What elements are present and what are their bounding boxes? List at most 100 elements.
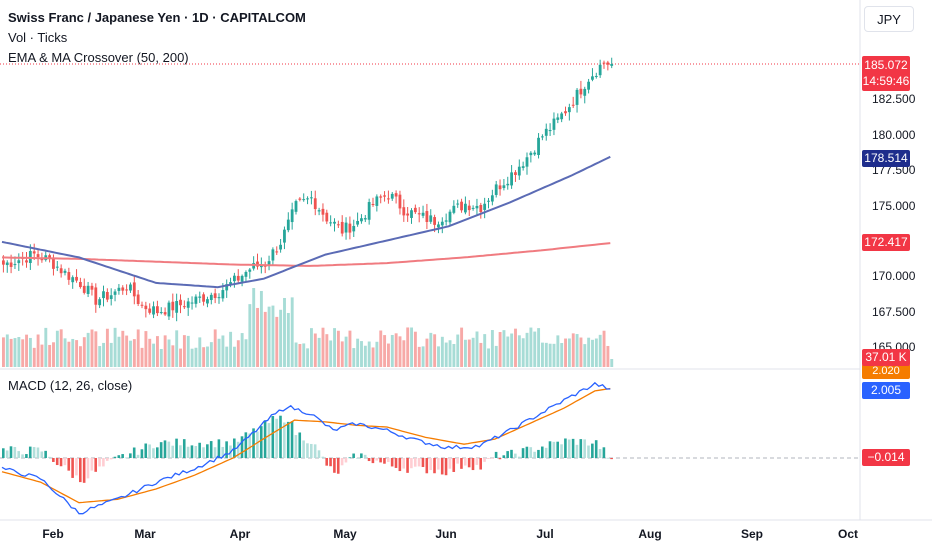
- histogram-bar: [271, 416, 275, 458]
- currency-button[interactable]: JPY: [864, 6, 914, 32]
- histogram-bar: [490, 458, 494, 459]
- candle-body: [225, 284, 229, 291]
- histogram-bar: [598, 448, 602, 458]
- histogram-bar: [437, 458, 440, 470]
- candle-body: [387, 198, 390, 200]
- ema-ma-legend[interactable]: EMA & MA Crossover (50, 200): [8, 50, 189, 65]
- candle-body: [13, 264, 17, 266]
- volume-bar: [44, 327, 48, 367]
- candle-body: [413, 207, 417, 213]
- macd-line: [1, 381, 611, 515]
- candle-body: [541, 136, 544, 138]
- volume-bars: [2, 288, 614, 367]
- volume-bar: [25, 334, 28, 367]
- volume-bar: [102, 342, 105, 367]
- candle-body: [471, 207, 475, 209]
- candle-body: [610, 64, 614, 66]
- symbol-title[interactable]: Swiss Franc / Japanese Yen · 1D · CAPITA…: [8, 10, 306, 25]
- volume-bar: [387, 343, 390, 367]
- histogram-bar: [471, 458, 475, 471]
- volume-bar: [598, 334, 602, 367]
- histogram-bar: [67, 458, 71, 471]
- candle-body: [556, 117, 560, 120]
- candle-body: [86, 285, 90, 294]
- histogram-bar: [313, 444, 317, 458]
- volume-bar: [525, 332, 529, 367]
- volume-bar: [506, 336, 510, 367]
- volume-bar: [179, 348, 182, 367]
- volume-bar: [610, 359, 614, 367]
- histogram-bar: [521, 448, 525, 458]
- histogram-bar: [202, 447, 205, 458]
- volume-bar: [298, 344, 302, 367]
- month-label: Mar: [134, 527, 156, 541]
- histogram-bar: [225, 441, 228, 458]
- histogram-bar: [587, 445, 590, 458]
- candle-body: [510, 172, 513, 186]
- histogram-bar: [329, 458, 332, 467]
- volume-bar: [606, 345, 610, 367]
- histogram-bar: [544, 447, 548, 458]
- histogram-bar: [244, 432, 248, 458]
- histogram-bar: [148, 444, 151, 458]
- candle-body: [186, 301, 190, 308]
- candle-body: [271, 249, 275, 261]
- volume-bar: [248, 304, 252, 367]
- volume-bar: [356, 338, 360, 367]
- histogram-bar: [344, 458, 348, 463]
- macd-signal-tag: 2.020: [862, 364, 910, 379]
- volume-bar: [564, 338, 567, 367]
- candle-body: [306, 198, 309, 200]
- last-price-value: 185.072: [864, 58, 908, 72]
- candle-body: [105, 291, 109, 300]
- histogram-bar: [52, 458, 55, 462]
- volume-bar: [591, 339, 594, 367]
- candle-body: [71, 277, 75, 283]
- histogram-bar: [487, 458, 490, 459]
- candle-body: [464, 203, 467, 213]
- candle-body: [571, 104, 575, 106]
- volume-bar: [394, 333, 398, 367]
- candle-body: [352, 225, 356, 232]
- candle-body: [275, 251, 279, 253]
- macd-legend[interactable]: MACD (12, 26, close): [8, 378, 133, 393]
- volume-bar: [317, 337, 321, 367]
- candle-body: [279, 244, 282, 250]
- volume-bar: [198, 337, 202, 367]
- candle-body: [371, 203, 375, 205]
- volume-bar: [413, 331, 417, 367]
- histogram-bar: [567, 439, 571, 458]
- volume-bar: [467, 339, 471, 367]
- candle-body: [425, 211, 429, 222]
- volume-bar: [567, 338, 571, 367]
- histogram-bar: [302, 440, 305, 458]
- histogram-bar: [606, 457, 610, 459]
- candle-body: [94, 287, 98, 305]
- candle-body: [417, 213, 421, 215]
- macd-signal-line: [1, 387, 611, 504]
- histogram-bar: [98, 458, 101, 467]
- histogram-bar: [479, 458, 482, 470]
- candle-body: [302, 199, 306, 201]
- volume-bar: [321, 327, 325, 367]
- volume-bar: [594, 338, 598, 367]
- histogram-bar: [159, 442, 163, 458]
- candle-body: [129, 284, 132, 291]
- volume-bar: [132, 339, 136, 367]
- histogram-bar: [571, 438, 575, 458]
- candle-body: [209, 294, 213, 301]
- histogram-bar: [456, 458, 459, 464]
- histogram-bar: [2, 448, 5, 458]
- volume-legend[interactable]: Vol · Ticks: [8, 30, 68, 45]
- candle-body: [229, 282, 232, 285]
- volume-bar: [398, 336, 402, 367]
- candle-body: [333, 221, 336, 224]
- candle-body: [206, 299, 209, 304]
- volume-bar: [105, 328, 109, 367]
- candle-body: [125, 289, 128, 291]
- histogram-bar: [163, 440, 167, 458]
- volume-bar: [48, 344, 52, 367]
- histogram-bar: [194, 446, 198, 458]
- volume-bar: [521, 338, 525, 367]
